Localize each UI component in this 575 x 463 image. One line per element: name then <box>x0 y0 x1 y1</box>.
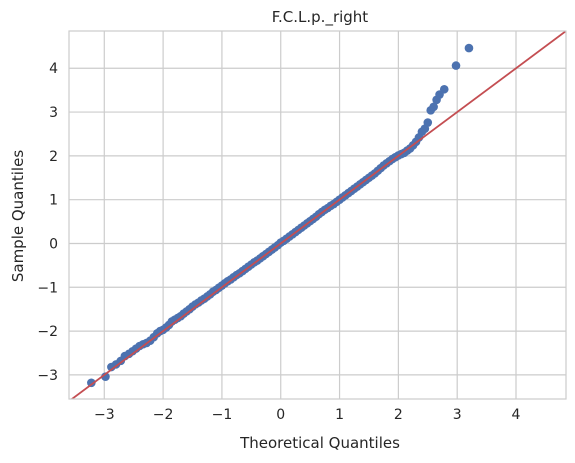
x-tick-label: −1 <box>212 407 233 423</box>
y-tick-label: 4 <box>49 61 58 77</box>
x-axis-label: Theoretical Quantiles <box>239 434 400 452</box>
y-tick-label: −1 <box>37 280 58 296</box>
y-tick-label: −3 <box>37 368 58 384</box>
x-tick-label: 1 <box>335 407 344 423</box>
data-point <box>101 372 110 381</box>
grid-lines <box>69 31 566 399</box>
y-tick-label: 3 <box>49 105 58 121</box>
x-tick-label: 0 <box>276 407 285 423</box>
data-point <box>439 84 449 94</box>
y-tick-label: 0 <box>49 236 58 252</box>
y-tick-labels: −3 −2 −1 0 1 2 3 4 <box>37 61 58 384</box>
reference-line-layer <box>70 31 566 399</box>
x-tick-label: 4 <box>512 407 521 423</box>
reference-line <box>70 31 566 399</box>
x-tick-labels: −3 −2 −1 0 1 2 3 4 <box>94 407 521 423</box>
x-tick-label: −3 <box>94 407 115 423</box>
y-tick-label: −2 <box>37 324 58 340</box>
x-tick-label: −2 <box>153 407 174 423</box>
x-tick-label: 2 <box>394 407 403 423</box>
data-point <box>429 102 438 112</box>
y-tick-label: 2 <box>49 149 58 165</box>
data-point <box>464 43 474 53</box>
x-tick-label: 3 <box>453 407 462 423</box>
data-point <box>451 61 461 70</box>
plot-frame <box>68 30 567 400</box>
chart-title: F.C.L.p._right <box>272 8 369 27</box>
y-axis-label: Sample Quantiles <box>9 150 27 282</box>
plot-area <box>68 30 567 400</box>
y-tick-label: 1 <box>49 193 58 209</box>
data-point <box>87 378 96 388</box>
data-point <box>423 118 433 127</box>
